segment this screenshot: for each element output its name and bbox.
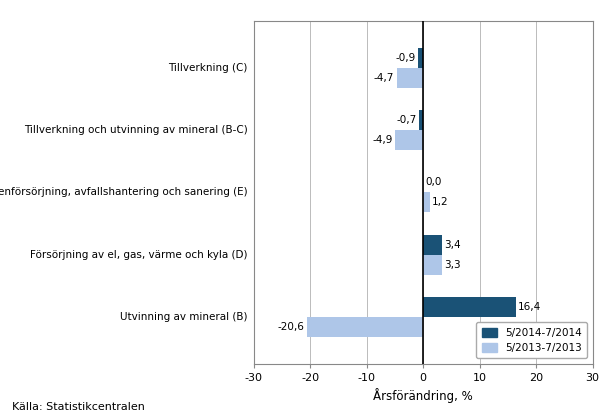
Text: Tillverkning och utvinning av mineral (B-C): Tillverkning och utvinning av mineral (B… [24,125,247,135]
Bar [423,192,430,212]
Bar [423,297,516,317]
Bar [418,48,423,68]
Text: Utvinning av mineral (B): Utvinning av mineral (B) [120,312,247,322]
Text: 1,2: 1,2 [432,197,449,207]
Bar [423,234,442,255]
Bar [395,130,423,150]
Text: -4,9: -4,9 [373,135,393,145]
Bar [419,110,423,130]
Text: 3,3: 3,3 [444,260,461,270]
Text: Vattenförsörjning, avfallshantering och sanering (E): Vattenförsörjning, avfallshantering och … [0,187,247,197]
Bar [397,68,423,88]
Bar [423,255,442,275]
Text: -4,7: -4,7 [374,73,394,83]
X-axis label: Årsförändring, %: Årsförändring, % [373,388,473,403]
Text: -0,7: -0,7 [397,115,417,125]
Text: 16,4: 16,4 [518,302,541,312]
Text: 0,0: 0,0 [425,177,442,187]
Text: Tillverkning (C): Tillverkning (C) [168,63,247,73]
Text: Försörjning av el, gas, värme och kyla (D): Försörjning av el, gas, värme och kyla (… [30,250,247,260]
Text: -20,6: -20,6 [277,322,304,332]
Text: Källa: Statistikcentralen: Källa: Statistikcentralen [12,402,145,412]
Text: -0,9: -0,9 [395,53,415,63]
Legend: 5/2014-7/2014, 5/2013-7/2013: 5/2014-7/2014, 5/2013-7/2013 [477,322,587,359]
Bar [307,317,423,337]
Text: 3,4: 3,4 [445,240,461,250]
